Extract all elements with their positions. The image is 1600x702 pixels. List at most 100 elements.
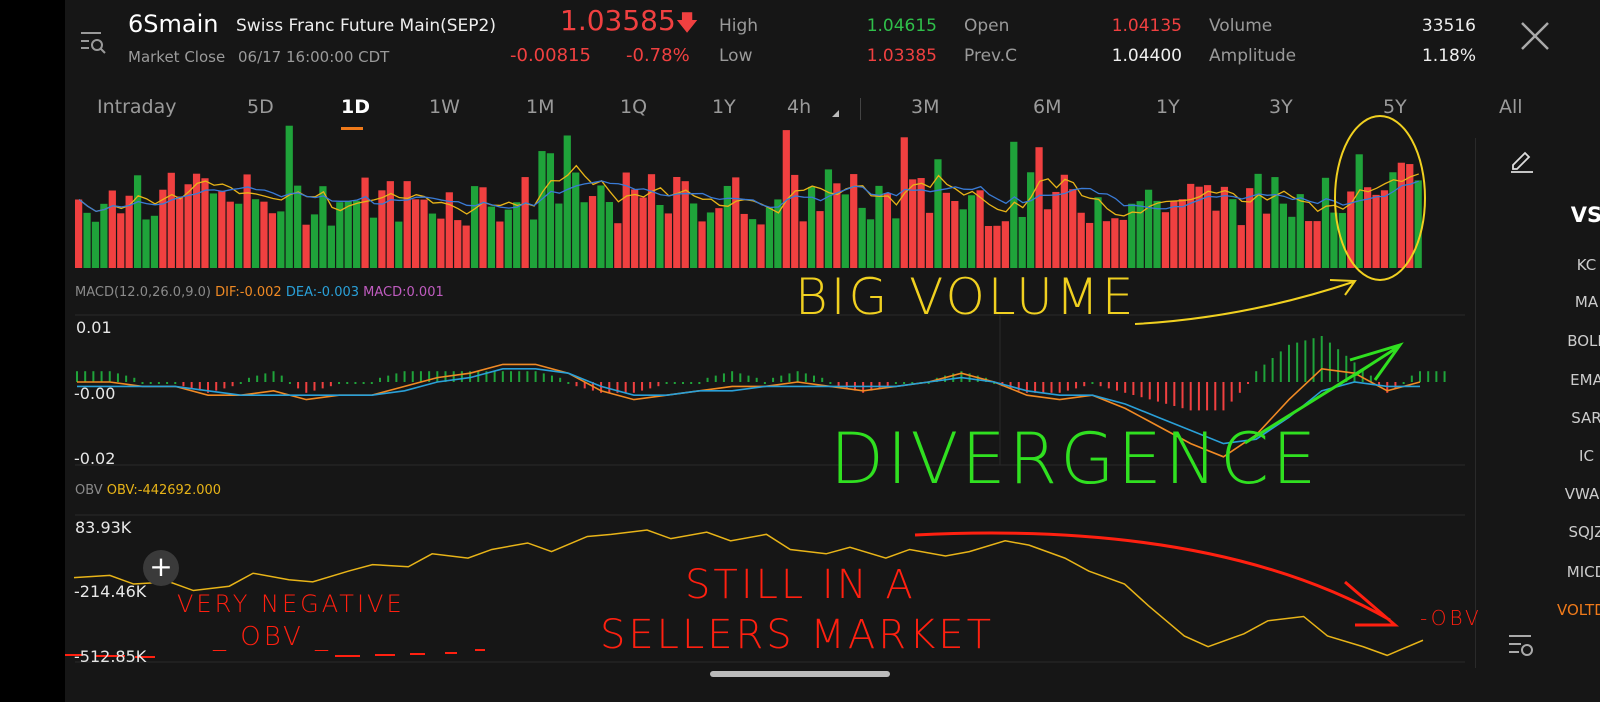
volume-bar	[117, 213, 125, 268]
volume-bar	[631, 189, 639, 268]
volume-bar	[1389, 172, 1397, 268]
volume-bar	[1178, 199, 1186, 268]
volume-bar	[1170, 201, 1178, 268]
volume-bar	[1321, 177, 1330, 268]
macd-dif-line	[77, 363, 1421, 458]
dropdown-triangle-icon[interactable]	[832, 110, 839, 117]
volume-bar	[1203, 185, 1212, 268]
indicator-settings-icon[interactable]	[1507, 633, 1535, 659]
tab-5y-long[interactable]: 5Y	[1383, 96, 1407, 118]
menu-search-icon[interactable]	[81, 30, 107, 54]
volume-bar	[108, 190, 116, 268]
volume-bar	[1279, 203, 1287, 268]
tab-3m-long[interactable]: 3M	[911, 96, 940, 118]
volume-bar	[336, 202, 344, 268]
sidebar-item-kc[interactable]: KC	[1576, 256, 1597, 274]
sidebar-item-vwap[interactable]: VWAP	[1564, 485, 1600, 503]
volume-bar	[1254, 173, 1262, 268]
volume-bar	[673, 176, 681, 268]
volume-bar	[513, 202, 521, 268]
tab-all-long[interactable]: All	[1499, 96, 1523, 118]
volume-bar	[504, 209, 512, 268]
sidebar-item-sar[interactable]: SAR	[1571, 409, 1600, 427]
volume-bar	[698, 221, 706, 268]
volume-bar	[1271, 177, 1279, 268]
volume-bar	[1296, 194, 1304, 268]
volume-bar	[563, 135, 571, 268]
tab-1y[interactable]: 1Y	[712, 96, 736, 118]
sidebar-item-ema[interactable]: EMA	[1570, 371, 1600, 389]
home-indicator[interactable]	[710, 671, 890, 677]
volume-bar	[1380, 190, 1389, 268]
chart-canvas[interactable]	[65, 0, 1600, 702]
volume-bar	[647, 174, 656, 268]
volume-bar	[1406, 164, 1414, 268]
tab-6m-long[interactable]: 6M	[1033, 96, 1062, 118]
dif-value: DIF:-0.002	[215, 285, 282, 300]
volume-bar	[91, 221, 100, 268]
tab-1w[interactable]: 1W	[429, 96, 460, 118]
volume-bar	[934, 159, 942, 268]
volume-bar	[538, 151, 546, 268]
volume-bar	[479, 187, 487, 268]
volume-bar	[1027, 172, 1035, 268]
sidebar-item-ma[interactable]: MA	[1574, 293, 1599, 311]
tab-1y-long[interactable]: 1Y	[1156, 96, 1180, 118]
volume-bar	[412, 199, 420, 268]
tab-1d[interactable]: 1D	[341, 96, 370, 118]
volume-bar	[1136, 201, 1144, 268]
sidebar-item-boll[interactable]: BOLL	[1567, 332, 1600, 350]
tab-4h[interactable]: 4h	[787, 96, 812, 118]
volume-bar	[201, 178, 209, 268]
tab-1m[interactable]: 1M	[526, 96, 555, 118]
tab-5d[interactable]: 5D	[247, 96, 274, 118]
obv-tick: -214.46K	[74, 582, 147, 601]
macd-params: MACD(12.0,26.0,9.0)	[75, 285, 211, 300]
annotation-sellers-1: STILL IN A	[685, 562, 916, 608]
volume-bar	[1111, 218, 1119, 268]
volume-bar	[192, 173, 201, 268]
volume-bar	[167, 172, 175, 268]
volume-bar	[395, 221, 403, 268]
sidebar-item-voltdx[interactable]: VOLTDX	[1556, 601, 1600, 619]
last-price: 1.03585🡇	[560, 4, 698, 44]
pencil-icon[interactable]	[1508, 146, 1536, 174]
crosshair-add-button[interactable]: +	[143, 550, 179, 586]
volume-bar	[757, 224, 765, 268]
close-icon[interactable]	[1519, 20, 1551, 52]
volume-bar	[1330, 212, 1338, 268]
volume-bar	[327, 225, 335, 268]
tab-1q[interactable]: 1Q	[620, 96, 648, 118]
amplitude-value: 1.18%	[1421, 46, 1476, 66]
volume-bar	[622, 172, 630, 268]
volume-ma-line	[78, 164, 1419, 217]
volume-bar	[521, 177, 529, 268]
sidebar-item-vs[interactable]: VS	[1570, 203, 1600, 227]
tab-intraday[interactable]: Intraday	[97, 96, 177, 118]
sidebar-item-micd[interactable]: MICD	[1566, 563, 1600, 581]
volume-bar	[176, 196, 184, 268]
tab-3y-long[interactable]: 3Y	[1269, 96, 1293, 118]
volume-bar	[1069, 189, 1077, 268]
volume-bar	[807, 186, 816, 268]
volume-bar	[159, 189, 167, 268]
macd-tick: -0.02	[74, 449, 116, 468]
volume-bar	[841, 194, 849, 268]
volume-bar	[150, 215, 159, 268]
volume-bar	[235, 203, 243, 268]
volume-bar	[749, 219, 757, 268]
volume-bar	[984, 225, 993, 268]
annotation-arrow-yellow	[1134, 279, 1357, 325]
sidebar-item-ic[interactable]: IC	[1579, 447, 1594, 465]
volume-bar	[968, 195, 976, 268]
macd-value: MACD:0.001	[363, 285, 444, 300]
sidebar-item-sqjz[interactable]: SQJZ	[1568, 523, 1600, 541]
volume-bar	[959, 209, 967, 268]
volume-bar	[420, 199, 428, 268]
annotation-dashes	[65, 649, 485, 658]
volume-bar	[597, 185, 605, 268]
volume-bar	[909, 179, 917, 268]
active-tab-underline	[341, 127, 363, 130]
volume-bar	[1043, 209, 1052, 268]
open-value: 1.04135	[1111, 16, 1182, 36]
